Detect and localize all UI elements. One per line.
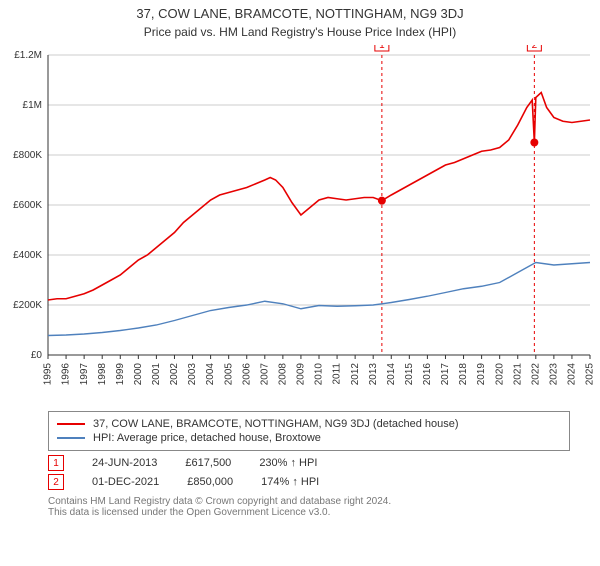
svg-text:2000: 2000	[133, 363, 144, 386]
svg-text:1999: 1999	[115, 363, 126, 386]
svg-text:2004: 2004	[205, 363, 216, 386]
legend-swatch-hpi	[57, 437, 85, 439]
svg-text:2023: 2023	[549, 363, 560, 386]
svg-text:2017: 2017	[440, 363, 451, 386]
page-subtitle: Price paid vs. HM Land Registry's House …	[0, 25, 600, 39]
svg-text:2006: 2006	[241, 363, 252, 386]
sale-marker-2: 2	[48, 474, 64, 490]
svg-text:2009: 2009	[296, 363, 307, 386]
sale-price-2: £850,000	[187, 476, 233, 488]
svg-text:2024: 2024	[567, 363, 578, 386]
svg-text:2019: 2019	[476, 363, 487, 386]
legend-label-property: 37, COW LANE, BRAMCOTE, NOTTINGHAM, NG9 …	[93, 418, 459, 430]
svg-text:2022: 2022	[530, 363, 541, 386]
sale-row-1: 1 24-JUN-2013 £617,500 230% ↑ HPI	[48, 455, 570, 471]
svg-text:2025: 2025	[585, 363, 596, 386]
footer-line-1: Contains HM Land Registry data © Crown c…	[48, 496, 570, 507]
svg-text:2005: 2005	[223, 363, 234, 386]
svg-text:2008: 2008	[278, 363, 289, 386]
svg-text:2013: 2013	[368, 363, 379, 386]
legend-swatch-property	[57, 423, 85, 425]
price-chart: £0 £200K £400K £600K £800K £1M £1.2M 1995 1996 19…	[0, 45, 600, 405]
sale-date-2: 01-DEC-2021	[92, 476, 159, 488]
svg-text:£200K: £200K	[13, 300, 42, 311]
svg-text:2012: 2012	[350, 363, 361, 386]
legend: 37, COW LANE, BRAMCOTE, NOTTINGHAM, NG9 …	[48, 411, 570, 451]
svg-text:1995: 1995	[43, 363, 54, 386]
svg-text:£600K: £600K	[13, 200, 42, 211]
legend-row-hpi: HPI: Average price, detached house, Brox…	[57, 432, 561, 444]
sale-date-1: 24-JUN-2013	[92, 457, 157, 469]
svg-text:2007: 2007	[259, 363, 270, 386]
svg-text:£800K: £800K	[13, 150, 42, 161]
svg-text:2: 2	[532, 45, 538, 51]
svg-text:2018: 2018	[458, 363, 469, 386]
footer-line-2: This data is licensed under the Open Gov…	[48, 507, 570, 518]
svg-text:2016: 2016	[422, 363, 433, 386]
page-title: 37, COW LANE, BRAMCOTE, NOTTINGHAM, NG9 …	[0, 6, 600, 21]
sale-marker-1: 1	[48, 455, 64, 471]
legend-row-property: 37, COW LANE, BRAMCOTE, NOTTINGHAM, NG9 …	[57, 418, 561, 430]
svg-text:1998: 1998	[97, 363, 108, 386]
sale-pct-1: 230% ↑ HPI	[259, 457, 317, 469]
svg-text:£1.2M: £1.2M	[14, 50, 42, 61]
svg-text:2002: 2002	[169, 363, 180, 386]
svg-text:2003: 2003	[187, 363, 198, 386]
svg-text:£1M: £1M	[23, 100, 42, 111]
sale-row-2: 2 01-DEC-2021 £850,000 174% ↑ HPI	[48, 474, 570, 490]
svg-text:2015: 2015	[404, 363, 415, 386]
svg-text:2021: 2021	[512, 363, 523, 386]
svg-text:£400K: £400K	[13, 250, 42, 261]
sale-pct-2: 174% ↑ HPI	[261, 476, 319, 488]
sale-price-1: £617,500	[185, 457, 231, 469]
svg-text:2011: 2011	[332, 363, 343, 385]
svg-text:1: 1	[379, 45, 385, 51]
svg-text:£0: £0	[31, 350, 43, 361]
svg-text:2020: 2020	[494, 363, 505, 386]
svg-text:2001: 2001	[151, 363, 162, 386]
legend-label-hpi: HPI: Average price, detached house, Brox…	[93, 432, 321, 444]
svg-text:2010: 2010	[314, 363, 325, 386]
chart-container: £0 £200K £400K £600K £800K £1M £1.2M 1995 1996 19…	[0, 45, 600, 405]
svg-text:2014: 2014	[386, 363, 397, 386]
svg-text:1997: 1997	[79, 363, 90, 386]
footer: Contains HM Land Registry data © Crown c…	[48, 496, 570, 518]
svg-text:1996: 1996	[61, 363, 72, 386]
sales-table: 1 24-JUN-2013 £617,500 230% ↑ HPI 2 01-D…	[48, 455, 570, 490]
